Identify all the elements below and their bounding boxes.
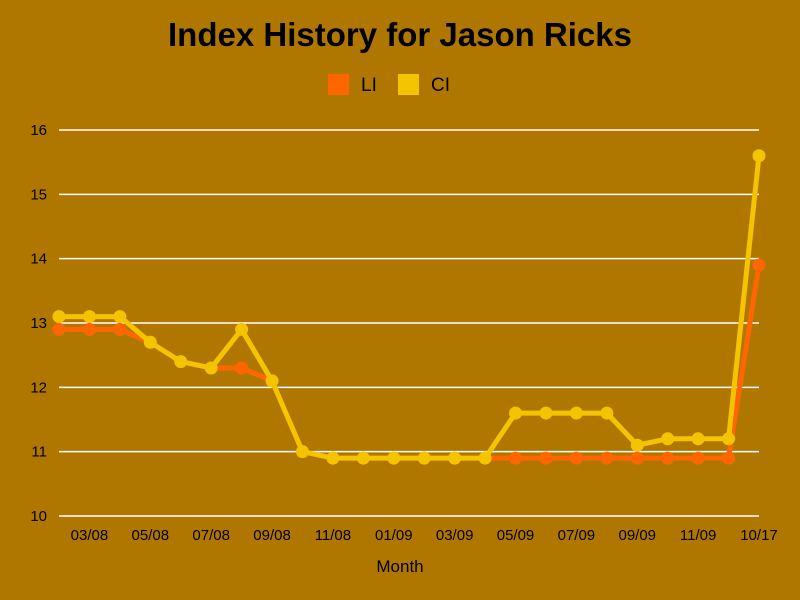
x-tick-label: 07/08 (192, 527, 230, 544)
legend-swatch-li (328, 74, 349, 95)
gridlines (59, 129, 759, 517)
y-tick-label: 16 (30, 122, 47, 139)
data-point-ci (478, 451, 492, 465)
x-tick-label: 05/09 (497, 527, 535, 544)
data-point-ci (417, 451, 431, 465)
legend-label-li: LI (361, 75, 377, 96)
x-tick-label: 03/09 (436, 527, 474, 544)
data-point-li (752, 258, 766, 272)
data-point-ci (235, 322, 249, 336)
series-lines (52, 149, 766, 465)
x-tick-label: 11/08 (315, 527, 351, 544)
data-point-ci (387, 451, 401, 465)
y-tick-label: 14 (30, 251, 47, 268)
data-point-li (82, 322, 96, 336)
series-ci (52, 149, 766, 465)
legend-label-ci: CI (431, 75, 450, 96)
x-tick-label: 03/08 (71, 527, 109, 544)
data-point-ci (722, 432, 736, 446)
data-point-li (600, 451, 614, 465)
y-tick-label: 15 (30, 186, 47, 203)
data-point-ci (113, 310, 127, 324)
data-point-li (539, 451, 553, 465)
x-tick-label: 09/09 (618, 527, 656, 544)
legend-item-ci: CI (398, 74, 450, 96)
data-point-ci (569, 406, 583, 420)
data-point-li (630, 451, 644, 465)
data-point-li (509, 451, 523, 465)
data-point-ci (600, 406, 614, 420)
data-point-ci (509, 406, 523, 420)
legend-swatch-ci (398, 74, 419, 95)
chart-title: Index History for Jason Ricks (168, 16, 632, 53)
data-point-li (661, 451, 675, 465)
legend-item-li: LI (328, 74, 377, 96)
data-point-ci (82, 310, 96, 324)
data-point-li (52, 322, 66, 336)
data-point-ci (295, 445, 309, 459)
x-tick-label: 11/09 (680, 527, 716, 544)
data-point-li (569, 451, 583, 465)
data-point-ci (143, 335, 157, 349)
data-point-li (722, 451, 736, 465)
data-point-ci (52, 310, 66, 324)
y-tick-label: 13 (30, 315, 47, 332)
x-tick-label: 07/09 (558, 527, 596, 544)
data-point-ci (691, 432, 705, 446)
x-axis-label: Month (376, 557, 423, 576)
data-point-ci (204, 361, 218, 375)
data-point-li (113, 322, 127, 336)
data-point-ci (661, 432, 675, 446)
y-tick-label: 10 (30, 508, 47, 525)
data-point-li (235, 361, 249, 375)
data-point-ci (265, 374, 279, 388)
data-point-ci (356, 451, 370, 465)
data-point-ci (326, 451, 340, 465)
y-tick-label: 12 (30, 379, 47, 396)
data-point-ci (448, 451, 462, 465)
data-point-ci (539, 406, 553, 420)
data-point-ci (630, 438, 644, 452)
y-axis-tick-labels: 10 11 12 13 14 15 16 (30, 122, 47, 525)
y-tick-label: 11 (31, 444, 47, 461)
data-point-li (691, 451, 705, 465)
x-tick-label: 09/08 (253, 527, 291, 544)
x-axis-tick-labels: 03/08 05/08 07/08 09/08 11/08 01/09 03/09 05/09… (71, 527, 778, 544)
data-point-ci (752, 149, 766, 163)
data-point-ci (174, 355, 188, 369)
x-tick-label: 05/08 (132, 527, 170, 544)
x-tick-label: 01/09 (375, 527, 413, 544)
x-tick-label: 10/17 (740, 527, 778, 544)
legend: LI CI (328, 74, 450, 96)
